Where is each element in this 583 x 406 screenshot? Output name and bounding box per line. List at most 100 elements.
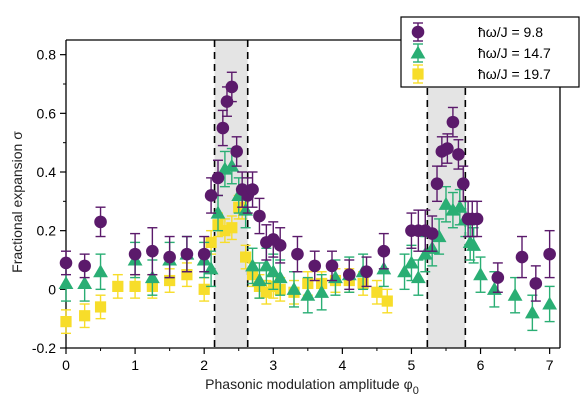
data-point [446, 115, 460, 129]
legend-entry-2: ħω/J = 19.7 [412, 64, 551, 84]
data-point [146, 244, 159, 258]
legend-label-1: ħω/J = 14.7 [478, 45, 551, 61]
legend-label-2: ħω/J = 19.7 [478, 66, 551, 82]
data-point [225, 80, 239, 94]
y-tick-label-2: 0.2 [37, 223, 57, 239]
data-point [456, 177, 470, 191]
series-1 [58, 147, 558, 332]
data-point [253, 209, 266, 223]
data-point [441, 142, 454, 155]
data-point [314, 284, 330, 298]
legend-entry-0: ħω/J = 9.8 [411, 22, 543, 42]
data-point [515, 250, 529, 264]
legend-entry-1: ħω/J = 14.7 [410, 43, 551, 63]
data-point [226, 222, 238, 234]
legend-label-0: ħω/J = 9.8 [478, 24, 543, 40]
data-point [410, 270, 426, 284]
data-point [181, 269, 193, 281]
legend-marker-0 [411, 25, 425, 39]
data-point [452, 148, 465, 161]
x-tick-label-5: 5 [408, 357, 416, 373]
y-tick-label-4: 0.6 [37, 105, 57, 121]
data-point [542, 296, 558, 310]
data-point [93, 264, 108, 278]
x-tick-label-3: 3 [269, 357, 277, 373]
plot-frame [65, 39, 561, 349]
data-point [260, 286, 272, 298]
data-point [60, 316, 72, 328]
data-point [164, 274, 176, 287]
data-point [240, 251, 252, 263]
data-point [325, 259, 339, 273]
data-point [79, 310, 91, 322]
data-point [77, 276, 93, 290]
data-point [94, 301, 107, 313]
data-point [112, 280, 124, 292]
data-point [58, 276, 74, 290]
x-tick-label-4: 4 [338, 357, 346, 373]
data-point [273, 239, 287, 252]
data-point [216, 121, 230, 135]
data-point [473, 267, 488, 281]
data-point [300, 287, 316, 301]
x-axis-label-subscript: 0 [413, 385, 419, 397]
data-point [78, 259, 91, 273]
data-point [246, 183, 259, 196]
data-point [342, 268, 356, 281]
data-point [491, 271, 505, 284]
x-axis-label: Phasonic modulation amplitude φ0 [205, 376, 419, 397]
data-point [258, 258, 274, 272]
data-point [425, 227, 439, 240]
data-point [205, 236, 217, 248]
legend: ħω/J = 9.8 ħω/J = 14.7 ħω/J = 19.7 [400, 16, 580, 88]
data-point [470, 212, 484, 226]
data-point [543, 247, 556, 261]
data-point [245, 258, 260, 272]
data-point [452, 199, 468, 213]
data-point [224, 158, 240, 172]
data-point [128, 247, 142, 261]
data-series [58, 71, 558, 335]
axis-ticks: 0 1 2 3 4 5 6 7 -0.2 0 0.2 0.4 0.6 0.8 [32, 47, 554, 373]
legend-marker-2 [412, 68, 424, 80]
data-point [381, 295, 393, 307]
data-point [371, 286, 383, 298]
data-point [180, 247, 194, 261]
x-tick-label-0: 0 [62, 357, 70, 373]
x-tick-label-7: 7 [546, 357, 554, 373]
legend-marker-1 [410, 45, 426, 59]
data-point [265, 264, 281, 278]
data-point [438, 196, 454, 210]
y-tick-label-0: -0.2 [32, 340, 56, 356]
series-0 [59, 71, 556, 302]
x-tick-label-2: 2 [200, 357, 208, 373]
data-point [230, 145, 243, 158]
data-point [59, 256, 73, 270]
data-point [210, 205, 226, 219]
data-point [219, 225, 231, 237]
data-point [144, 270, 160, 284]
data-point [272, 270, 288, 284]
x-tick-label-6: 6 [477, 357, 485, 373]
x-tick-label-1: 1 [131, 357, 139, 373]
data-point [529, 277, 543, 290]
data-point [524, 305, 540, 319]
data-point [430, 177, 444, 191]
data-point [377, 244, 391, 258]
data-point [286, 281, 302, 295]
data-point [198, 283, 210, 295]
data-point [404, 255, 419, 269]
data-point [94, 215, 107, 229]
data-point [308, 259, 322, 273]
data-point [397, 264, 412, 278]
data-point [129, 280, 141, 292]
data-point [163, 250, 176, 264]
legend-box [400, 16, 580, 88]
data-point [291, 247, 304, 261]
data-point [360, 265, 373, 279]
data-point [211, 171, 225, 185]
data-point [466, 237, 482, 251]
y-tick-label-3: 0.4 [37, 164, 57, 180]
x-axis-label-main: Phasonic modulation amplitude φ [205, 376, 413, 392]
